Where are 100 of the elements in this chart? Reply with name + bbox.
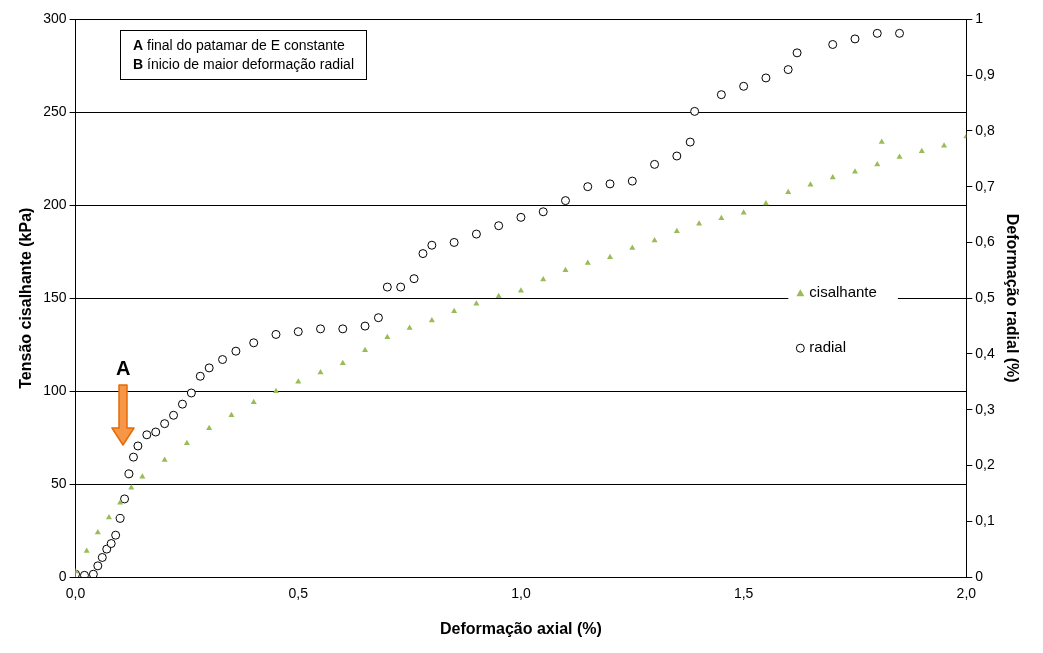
point [718, 214, 725, 221]
point [160, 419, 170, 429]
x-tick-label: 1,0 [511, 585, 531, 602]
y2-tick-label: 0 [975, 567, 984, 584]
y2-axis-title: Deformação radial (%) [1003, 213, 1021, 383]
y2-tick-label: 0,2 [975, 456, 996, 473]
point [88, 569, 98, 577]
point [338, 324, 348, 334]
y2-tick-label: 0,4 [975, 344, 996, 361]
point [418, 249, 428, 259]
point [696, 220, 703, 226]
point [204, 363, 214, 373]
point [382, 282, 392, 292]
point [396, 282, 406, 292]
point [161, 456, 168, 462]
point [878, 138, 885, 144]
point [473, 300, 480, 306]
point [762, 199, 769, 206]
point [785, 188, 792, 195]
x-tick-label: 1,5 [733, 585, 754, 602]
y2-tick-label: 0,7 [975, 177, 996, 194]
point [449, 237, 459, 247]
point [517, 287, 524, 293]
point [583, 182, 593, 192]
point [562, 266, 569, 273]
point [672, 151, 682, 161]
point [685, 137, 695, 147]
point [83, 547, 90, 553]
y-axis-title: Tensão cisalhante (kPa) [17, 207, 35, 389]
point [79, 570, 89, 577]
point [206, 424, 213, 431]
point [272, 387, 280, 393]
point [516, 212, 526, 222]
point [850, 34, 860, 44]
point [918, 147, 925, 154]
point [339, 359, 346, 365]
point [128, 452, 138, 462]
point [373, 313, 383, 323]
point [607, 253, 614, 260]
point [293, 327, 303, 337]
annotation: A final do patamar de E constante [133, 36, 346, 55]
y2-tick-label: 0,3 [975, 400, 996, 417]
point [896, 153, 903, 159]
point [93, 561, 103, 571]
legend-label: radial [809, 338, 847, 356]
point [271, 329, 281, 339]
y-tick-label: 100 [43, 381, 67, 398]
point [739, 81, 749, 91]
y2-tick-label: 0,8 [975, 121, 996, 138]
point [895, 28, 905, 38]
point [177, 399, 187, 409]
point [495, 292, 502, 299]
x-tick-label: 2,0 [956, 585, 977, 602]
y2-tick-label: 0,1 [975, 512, 996, 529]
point [249, 338, 259, 348]
point [406, 324, 413, 330]
point [807, 181, 814, 187]
point [650, 159, 660, 169]
point [169, 410, 179, 420]
point [94, 528, 101, 535]
y2-tick-label: 1 [975, 10, 984, 27]
point [627, 176, 637, 186]
point [560, 196, 570, 206]
point [295, 378, 302, 384]
point [124, 469, 134, 479]
point [115, 513, 125, 523]
point [142, 430, 152, 440]
annotation: B ínicio de maior deformação radial [133, 55, 355, 74]
y-tick-label: 250 [43, 103, 67, 120]
point [872, 28, 882, 38]
point [427, 240, 437, 250]
point [183, 439, 190, 445]
point [106, 539, 116, 549]
point [451, 307, 458, 313]
y-tick-label: 50 [50, 474, 67, 491]
point [384, 333, 391, 339]
y2-tick-label: 0,9 [975, 66, 996, 83]
point [829, 173, 836, 180]
y-tick-label: 300 [43, 10, 67, 27]
y-tick-label: 0 [58, 567, 67, 584]
point [874, 160, 881, 167]
point [828, 39, 838, 49]
point [629, 244, 636, 250]
point [941, 142, 948, 148]
point [761, 73, 771, 83]
point [102, 544, 112, 554]
point [851, 168, 859, 174]
point [120, 494, 130, 504]
point [360, 321, 370, 331]
point [231, 346, 241, 356]
legend-label: cisalhante [809, 283, 877, 301]
point [471, 229, 481, 239]
point [97, 552, 107, 562]
point [362, 346, 369, 352]
point [783, 65, 793, 75]
point [228, 411, 235, 418]
point [218, 355, 228, 365]
point [111, 530, 121, 540]
y-tick-label: 200 [43, 196, 67, 213]
y2-tick-label: 0,6 [975, 233, 996, 250]
